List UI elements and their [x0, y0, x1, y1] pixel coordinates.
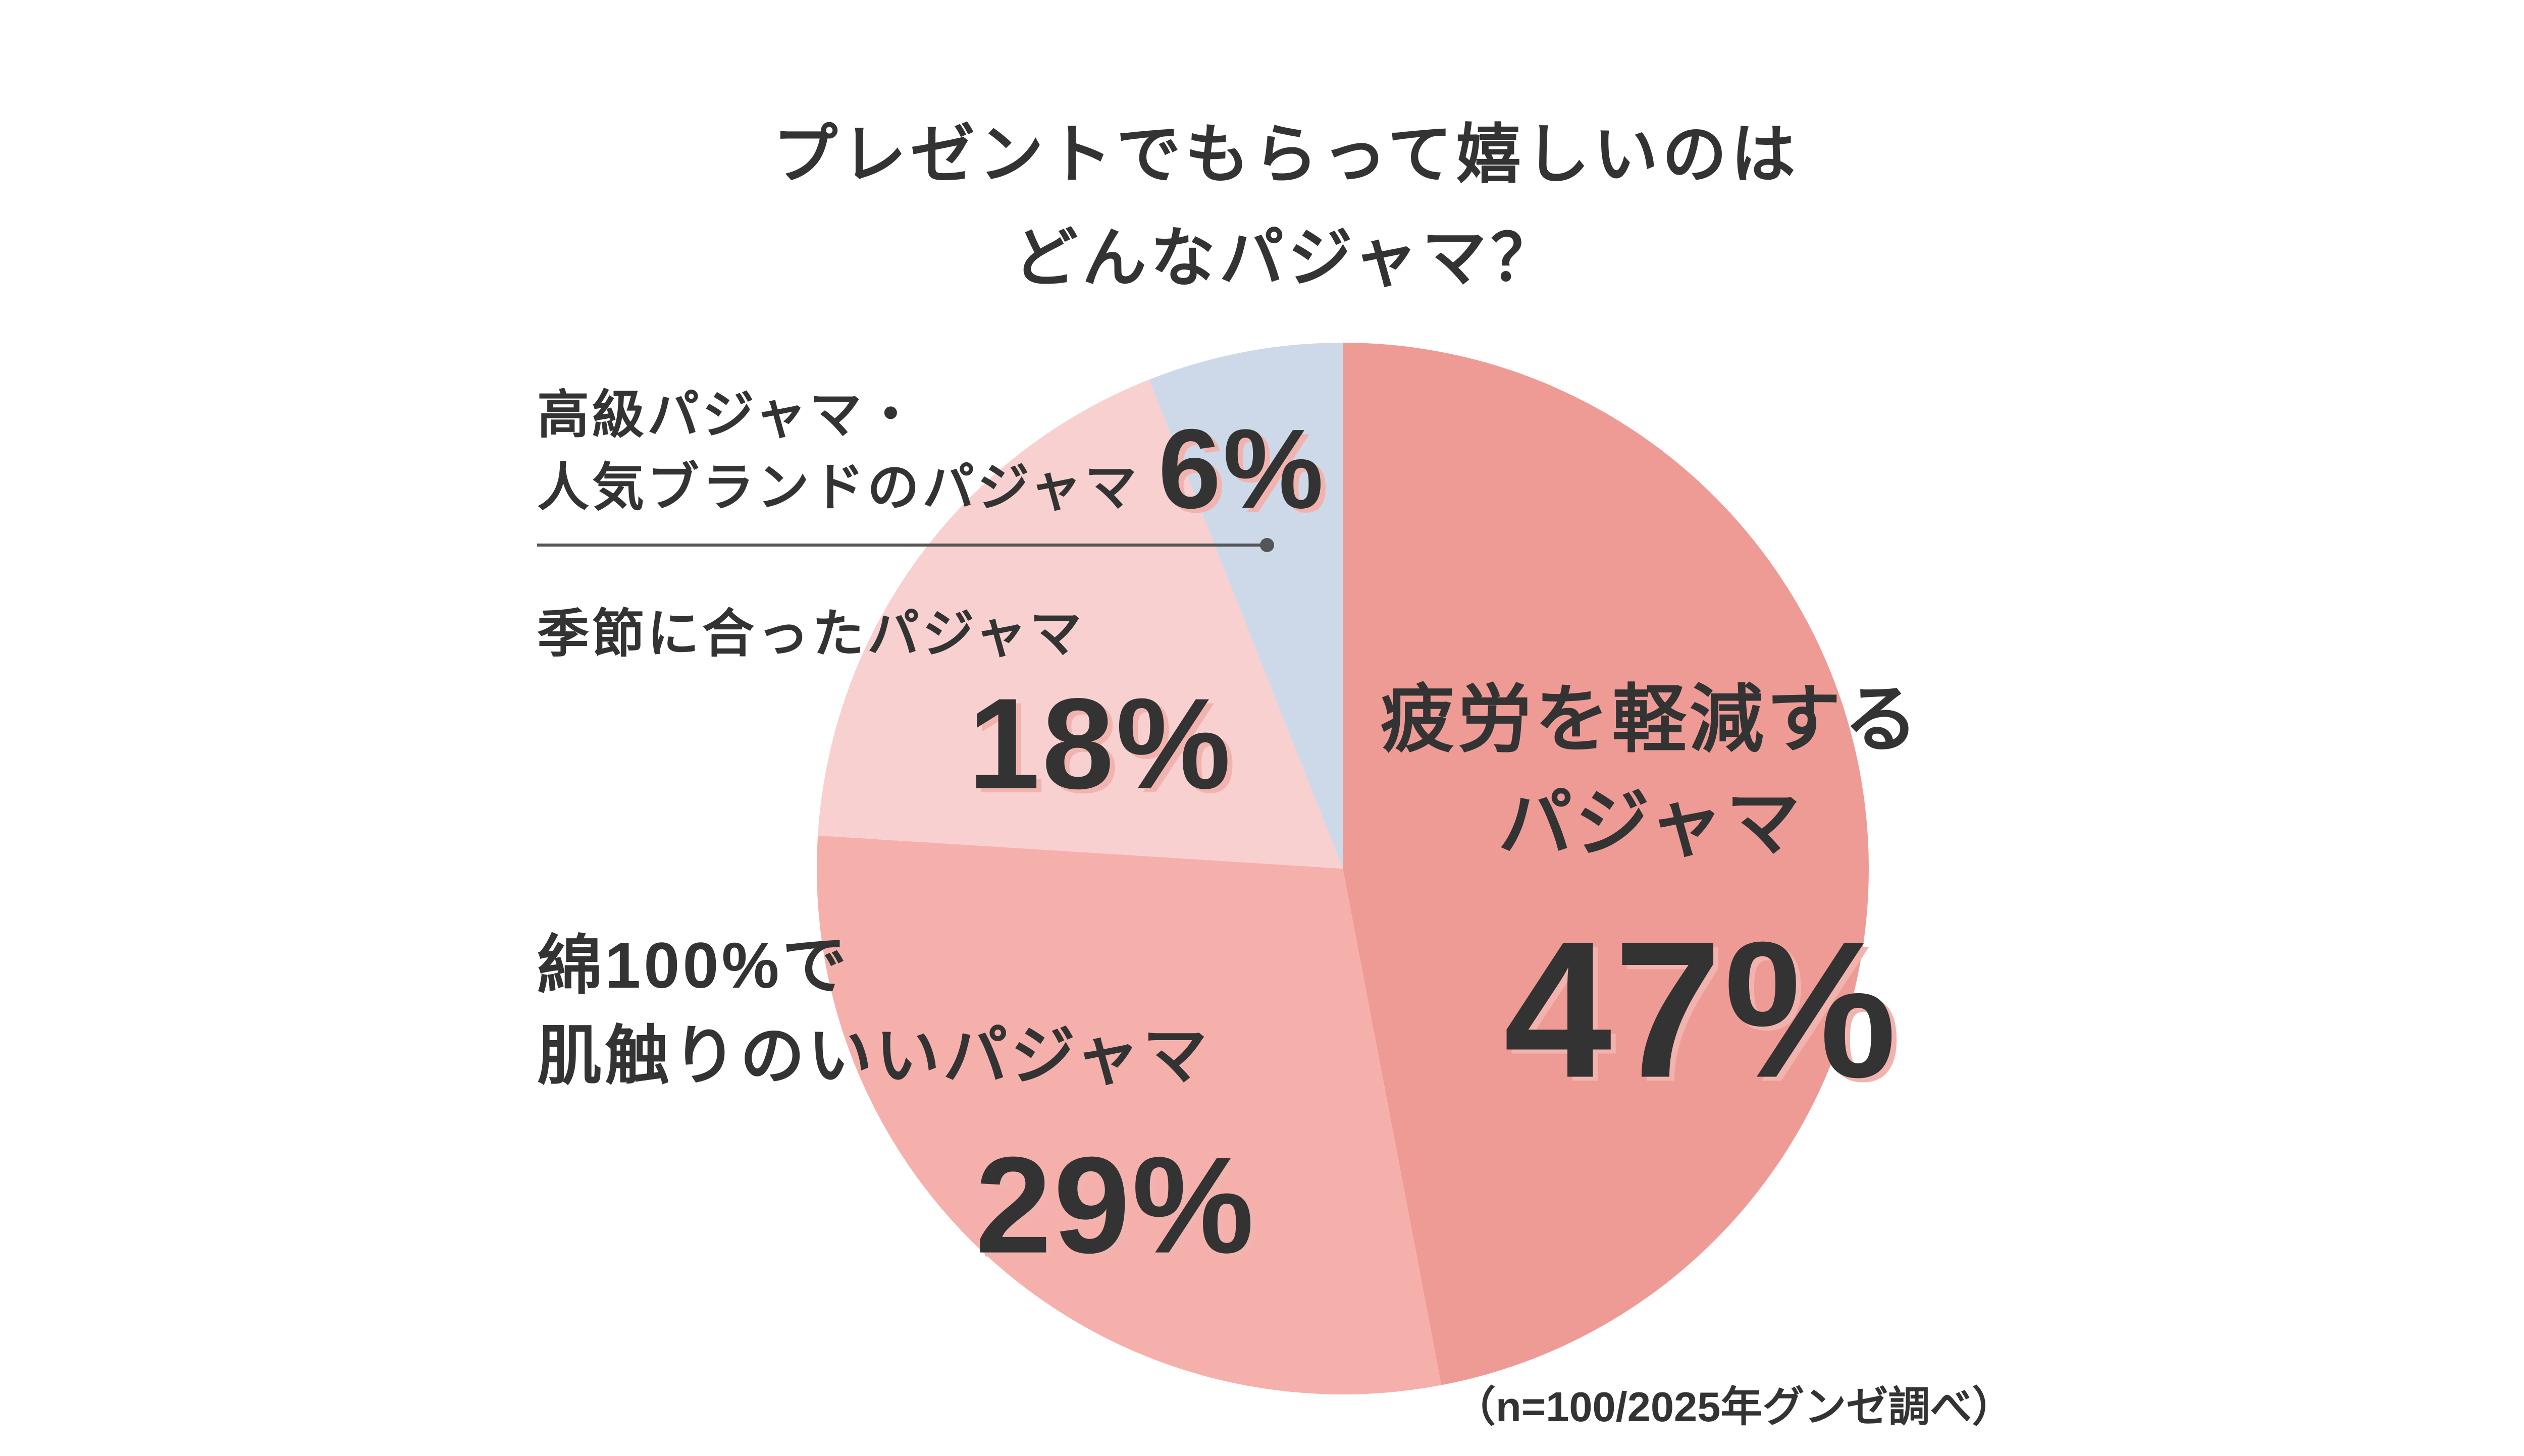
slice-label: 高級パジャマ・ 人気ブランドのパジャマ [537, 385, 1140, 516]
leader-dot [1260, 538, 1274, 552]
pie-slice [1343, 343, 1869, 1385]
value-label: 29% [975, 1128, 1256, 1282]
slice-label: 季節に合ったパジャマ [537, 604, 1085, 663]
pie-slice [816, 835, 1442, 1394]
note: （n=100/2025年グンゼ調べ） [1454, 1383, 2014, 1430]
chart-title: プレゼントでもらって嬉しいのは どんなパジャマ？ [773, 119, 1800, 294]
value-label: 18% [968, 671, 1233, 816]
pie-slice [1149, 343, 1343, 869]
value-label: 47% [1503, 900, 1899, 1118]
pie-slice [818, 380, 1343, 869]
slice-label: 綿100%で 肌触りのいいパジャマ [537, 929, 1211, 1092]
slice-label: 疲労を軽減する パジャマ [1380, 678, 1921, 865]
value-label: 6% [1158, 406, 1326, 532]
